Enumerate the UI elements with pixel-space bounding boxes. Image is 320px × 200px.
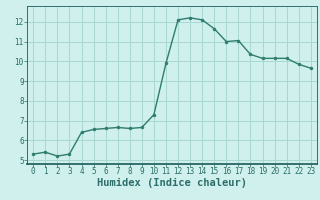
- X-axis label: Humidex (Indice chaleur): Humidex (Indice chaleur): [97, 178, 247, 188]
